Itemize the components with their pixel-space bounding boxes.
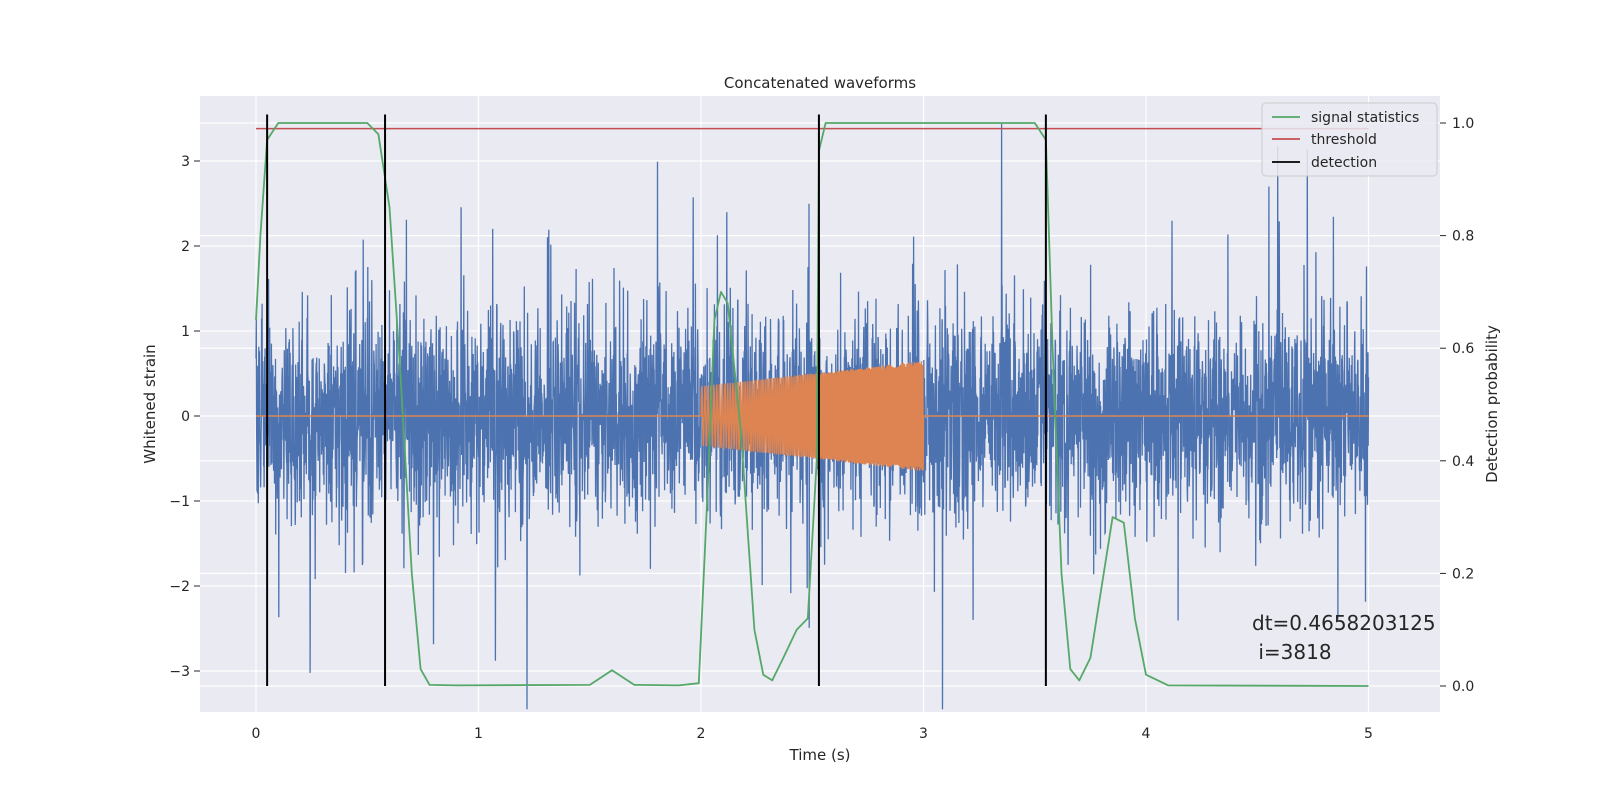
y2-axis-ticks: 0.0 0.2 0.4 0.6 0.8 1.0 [1440, 116, 1474, 695]
legend-label-detection: detection [1311, 155, 1377, 171]
x-tick-label: 0 [252, 726, 261, 742]
y-axis-ticks: −3 −2 −1 0 1 2 3 [169, 154, 200, 680]
y-axis-label: Whitened strain [141, 344, 159, 463]
y-tick-label: −1 [169, 494, 190, 510]
x-axis-label: Time (s) [789, 746, 851, 764]
annotation-i: i=3818 [1252, 640, 1332, 664]
x-tick-label: 1 [474, 726, 483, 742]
y2-tick-label: 0.8 [1452, 229, 1474, 245]
signal-statistics-series [255, 122, 1369, 687]
x-axis-ticks: 0 1 2 3 4 5 [252, 726, 1373, 742]
annotation-dt: dt=0.4658203125 [1252, 611, 1436, 635]
detection-series [266, 114, 1047, 686]
chart-title: Concatenated waveforms [724, 74, 916, 92]
x-tick-label: 3 [919, 726, 928, 742]
x-tick-label: 5 [1364, 726, 1373, 742]
legend: signal statistics threshold detection [1261, 102, 1438, 177]
signal-statistics-line [255, 122, 1369, 687]
legend-box [1261, 102, 1438, 177]
y2-tick-label: 0.0 [1452, 679, 1474, 695]
x-tick-label: 4 [1142, 726, 1151, 742]
legend-label-signal-statistics: signal statistics [1311, 110, 1419, 126]
y-tick-label: 3 [181, 154, 190, 170]
injection-line [256, 361, 1369, 471]
y2-tick-label: 0.4 [1452, 454, 1474, 470]
y2-tick-label: 0.2 [1452, 566, 1474, 582]
y-tick-label: 1 [181, 324, 190, 340]
y2-axis-label: Detection probability [1483, 325, 1501, 483]
y-tick-label: 2 [181, 239, 190, 255]
x-tick-label: 2 [697, 726, 706, 742]
y-tick-label: 0 [181, 409, 190, 425]
legend-label-threshold: threshold [1311, 132, 1377, 148]
y2-tick-label: 1.0 [1452, 116, 1474, 132]
injection-series [256, 361, 1369, 471]
y-tick-label: −2 [169, 579, 190, 595]
y2-tick-label: 0.6 [1452, 341, 1474, 357]
y-tick-label: −3 [169, 664, 190, 680]
